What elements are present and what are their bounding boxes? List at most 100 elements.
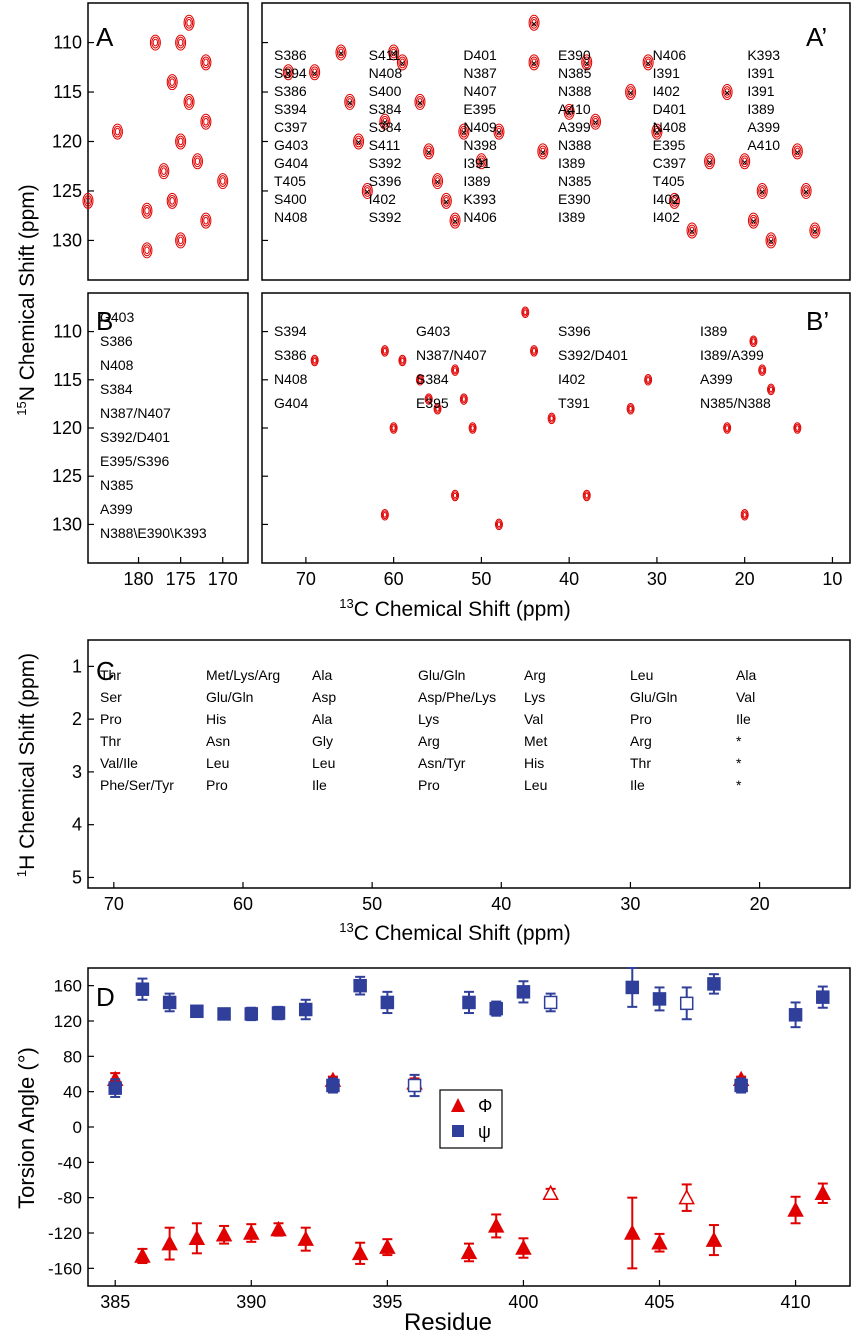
panel-a2-peak-label: I391: [747, 65, 774, 81]
panel-a2-contour: [626, 86, 635, 98]
panel-a2-peak-cross: ×: [593, 118, 598, 128]
panel-b2-contour: [547, 412, 556, 425]
panel-d-ytick-label: 80: [63, 1047, 82, 1066]
n15-label: N Chemical Shift (ppm): [16, 184, 39, 401]
panel-a2-contour: [475, 153, 487, 170]
panel-c-peak-label: Leu: [524, 777, 547, 793]
panel-b2-xtick-label: 50: [471, 569, 491, 589]
panel-b2-contour: [759, 365, 766, 375]
panel-c-peak-label: Glu/Gln: [206, 689, 253, 705]
panel-b2-contour: [767, 383, 776, 396]
panel-a2-contour: [440, 192, 452, 209]
panel-b2-contour: [452, 491, 459, 500]
panel-a2-peak-label: K393: [463, 191, 496, 207]
panel-a-ytick-label: 120: [52, 132, 82, 152]
phi-point: [787, 1201, 804, 1217]
panel-d-ytick-label: 40: [63, 1083, 82, 1102]
panel-a-contour: [183, 14, 195, 31]
panel-a2-peak-label: D401: [463, 47, 497, 63]
panel-a2-peak-label: N406: [463, 209, 497, 225]
panel-a2-contour: [704, 153, 716, 170]
panel-letter-b2: B’: [806, 306, 829, 336]
panel-a2-contour: [282, 64, 294, 81]
panel-a2-peak-label: D401: [653, 101, 687, 117]
panel-a2-peak-label: I389: [747, 101, 774, 117]
psi-point: [489, 1001, 503, 1016]
panel-a2-contour: [654, 127, 660, 136]
panel-a2-contour: [802, 185, 811, 197]
panel-b2-contour: [424, 393, 433, 405]
panel-a2-contour: [528, 14, 540, 31]
psi-point: [380, 995, 395, 1010]
panel-a2-peak-cross: ×: [400, 58, 405, 68]
panel-b2-contour: [767, 385, 775, 394]
panel-b2-contour: [400, 357, 405, 364]
panel-b2-contour: [435, 405, 440, 412]
panel-a2-contour: [642, 54, 654, 71]
panel-a-contour: [200, 54, 212, 71]
psi-point: [407, 1078, 422, 1093]
torsion-axis-title: Torsion Angle (°): [14, 1047, 39, 1209]
panel-a2-peak-cross: ×: [365, 187, 370, 197]
panel-b2-peak-label: A399: [700, 371, 733, 387]
panel-b2-peak-label: S386: [274, 347, 307, 363]
panel-c-peak-label: Val/Ile: [100, 755, 138, 771]
panel-a2-peak-label: A410: [747, 137, 780, 153]
panel-a2-contour: [740, 155, 749, 168]
panel-a2-peak-label: N385: [558, 65, 592, 81]
panel-d-xtick-label: 410: [781, 1292, 811, 1312]
panel-a2-peak-label: T405: [274, 173, 306, 189]
psi-point: [244, 1007, 259, 1021]
panel-a-contour: [186, 98, 192, 106]
panel-a-contour: [183, 93, 195, 110]
panel-b2-peak-label: N385/N388: [700, 395, 771, 411]
panel-d-xtick-label: 400: [508, 1292, 538, 1312]
psi-point: [734, 1078, 748, 1093]
panel-a2-contour: [452, 216, 458, 225]
panel-a2-contour: [739, 153, 751, 170]
panel-c-peak-label: Lys: [418, 711, 439, 727]
panel-a2-peak-cross: ×: [461, 128, 466, 138]
panel-a2-peak-label: S392: [369, 155, 402, 171]
panel-a-contour: [142, 244, 152, 257]
panel-b2-contour: [749, 335, 758, 347]
panel-a2-peak-cross: ×: [795, 147, 800, 157]
phi-point: [542, 1184, 559, 1200]
panel-a2-peak-cross: ×: [531, 19, 536, 29]
phi-point: [460, 1243, 478, 1260]
panel-a-contour: [177, 137, 184, 146]
panel-b2-contour: [724, 423, 731, 433]
panel-a-contour: [201, 214, 210, 227]
psi-point: [652, 992, 667, 1006]
panel-letter-a: A: [96, 22, 114, 52]
panel-letter-b: B: [96, 306, 113, 336]
panel-b2-contour: [584, 492, 589, 499]
panel-b2-contour: [523, 309, 528, 316]
panel-a2-contour: [380, 115, 389, 128]
panel-c-peak-label: His: [524, 755, 544, 771]
panel-c-peak-label: Asp/Phe/Lys: [418, 689, 496, 705]
panel-c-peak-label: Leu: [206, 755, 229, 771]
panel-c-xtick-label: 20: [750, 894, 770, 914]
panel-b2-contour: [742, 511, 747, 518]
panel-b-ytick-label: 120: [52, 418, 82, 438]
panel-a2-contour: [528, 54, 540, 71]
panel-b2-peak-label: I389: [700, 323, 727, 339]
panel-b2-contour: [389, 422, 398, 434]
psi-point: [162, 995, 177, 1010]
panel-b2-peak-label: I402: [558, 371, 585, 387]
panel-b-peak-label: N385: [100, 477, 134, 493]
panel-b2-contour: [627, 404, 634, 413]
panel-b-ytick-label: 125: [52, 466, 82, 486]
panel-a2-peak-cross: ×: [760, 187, 765, 197]
panel-a2-contour: [336, 46, 346, 59]
panel-a2-contour: [591, 115, 600, 128]
panel-b-peak-label: S386: [100, 333, 133, 349]
panel-b2-contour: [522, 308, 529, 317]
panel-b2-contour: [582, 489, 591, 502]
panel-a-contour: [144, 246, 150, 255]
panel-b2-contour: [416, 375, 423, 385]
panel-b2-peak-label: N408: [274, 371, 308, 387]
panel-a2-contour: [668, 192, 680, 209]
panel-b2-contour: [311, 356, 318, 365]
